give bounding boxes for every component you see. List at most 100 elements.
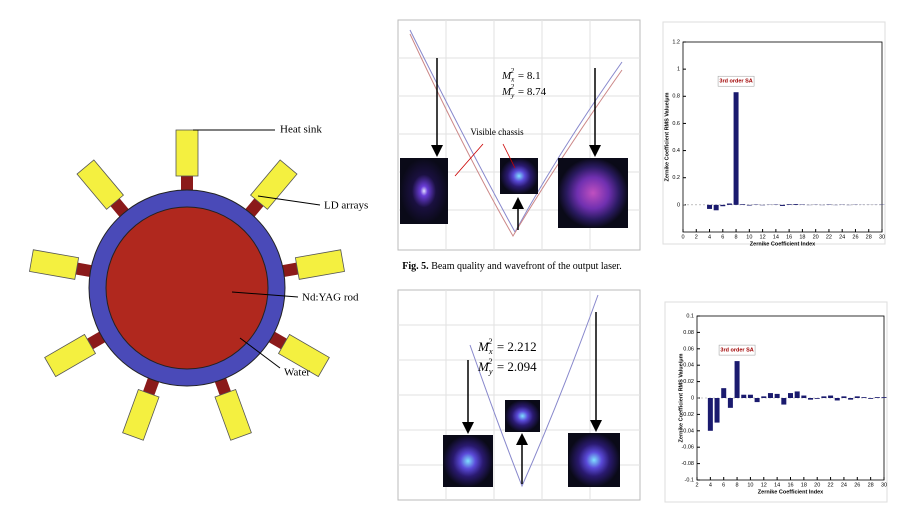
x-tick-label: 20 [814,482,820,488]
bar [841,396,847,398]
heat-sink [29,249,80,280]
beam-image [558,158,628,228]
bar [848,398,854,400]
heat-sink [44,333,97,378]
y-tick-label: 0.06 [683,346,694,352]
x-tick-label: 28 [866,234,872,240]
x-tick-label: 24 [841,482,847,488]
pointer [502,143,516,169]
ld-array [245,198,264,217]
x-tick-label: 4 [709,482,712,488]
x-tick-label: 18 [801,482,807,488]
ld-array [214,378,231,396]
bar [774,393,780,398]
bar [754,398,760,403]
bar [707,204,713,209]
y-tick-label: 0 [691,395,694,401]
bar [747,394,753,398]
bar [821,396,827,398]
beam-plot: Visible chassis Mx2 = 8.1 My2 = 8.74 [397,19,641,251]
ld-array [143,378,160,396]
ld-array [87,331,106,350]
superscript: 2 [488,356,493,366]
bar [808,398,814,400]
subscript: x [488,346,493,356]
y-tick-label: 0 [677,202,680,208]
y-tick-label: -0.04 [681,428,694,434]
ld-array [75,262,92,277]
leader-line [239,337,281,369]
x-tick-label: 30 [879,234,885,240]
x-tick-label: 10 [746,234,752,240]
symbol: M [501,70,512,82]
x-tick-label: 22 [826,234,832,240]
annotation-box [718,344,756,356]
bar [727,398,733,408]
subscript: y [488,366,493,376]
m-squared-label: Mx2 = 2.212 [477,336,537,356]
bar [794,391,800,398]
bar-chart: -0.1 -0.08 -0.06 -0.04 -0.02 0 0.02 0.04 0.06 0.0… [664,301,888,503]
value: = 8.1 [518,70,541,82]
x-tick-label: 8 [736,482,739,488]
bar [734,361,740,398]
bar [801,395,807,398]
bar [761,396,767,398]
annotation: 3rd order SA [720,348,753,354]
x-tick-label: 20 [813,234,819,240]
y-tick-label: 0.1 [686,313,694,319]
x-tick-label: 6 [721,234,724,240]
heat-sink-assembly [76,159,129,217]
ld-array [181,176,193,190]
heat-sink [214,388,252,441]
bar [861,397,867,398]
symbol: M [477,359,490,374]
bar [793,204,799,205]
bar [868,398,874,399]
pointer [454,143,484,177]
heat-sink-assembly [245,159,298,217]
bar [740,204,746,205]
annotation: Visible chassis [470,127,524,137]
ld-array [268,331,287,350]
ld-array [282,262,299,277]
rod [105,206,269,370]
beam-image [568,433,620,487]
x-tick-label: 8 [735,234,738,240]
heat-sink [122,388,160,441]
x-tick-label: 12 [761,482,767,488]
heat-sink [277,333,330,378]
y-tick-label: -0.08 [681,461,694,467]
heat-sink [294,249,345,280]
y-tick-label: -0.06 [681,445,694,451]
heat-sink-assembly [175,129,199,190]
bar [881,397,887,398]
leader-line [257,195,321,206]
heat-sink-assembly [122,378,160,441]
bar [787,393,794,398]
x-tick-label: 14 [774,482,780,488]
x-tick-label: 0 [681,234,684,240]
heat-sink-assembly [282,249,345,280]
heat-sink-assembly [268,331,330,378]
x-tick-label: 10 [747,482,753,488]
label: LD arrays [324,200,368,212]
x-tick-label: 16 [786,234,792,240]
y-tick-label: 1 [677,67,680,73]
x-tick-label: 14 [773,234,779,240]
fit-curve [469,294,599,488]
fit-curve [409,33,623,237]
bar [733,92,739,205]
chart-frame [662,21,886,245]
heat-sink-assembly [214,378,252,441]
bar [726,203,732,205]
bar [707,398,713,431]
value: = 2.212 [497,339,537,354]
beam-image [400,158,448,224]
bar [874,397,880,398]
bar [713,204,719,211]
y-tick-label: 0.2 [672,175,680,181]
y-tick-label: -0.02 [681,412,694,418]
bar [746,204,752,206]
